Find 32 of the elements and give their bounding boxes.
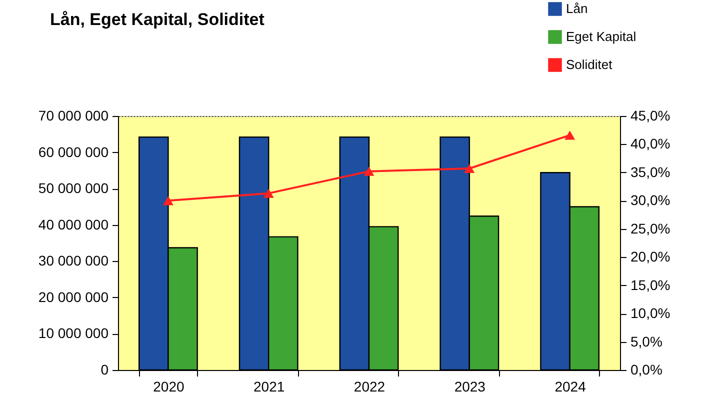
y-tick-label: 60 000 000 — [38, 144, 109, 160]
y2-tick-label: 10,0% — [630, 305, 670, 322]
x-tick-label: 2020 — [153, 378, 184, 394]
legend-label: Soliditet — [566, 57, 613, 72]
x-tick-label: 2022 — [354, 378, 386, 394]
x-tick-label: 2023 — [454, 378, 486, 394]
point — [263, 188, 274, 198]
y2-tick-label: 25,0% — [630, 220, 670, 236]
point — [564, 130, 576, 140]
point — [364, 166, 374, 176]
x-tick-label: 2024 — [554, 378, 586, 394]
y2-tick-label: 5,0% — [630, 333, 662, 350]
y-tick-label: 0 — [100, 362, 109, 378]
y2-tick-label: 20,0% — [630, 248, 670, 265]
y-tick-label: 10 000 000 — [38, 325, 109, 342]
chart-title: Lån, Eget Kapital, Soliditet — [50, 10, 264, 30]
y-tick-label: 40 000 000 — [38, 216, 109, 232]
y2-tick-label: 0,0% — [630, 362, 662, 378]
y-tick-label: 20 000 000 — [38, 288, 109, 305]
y2-tick-label: 45,0% — [630, 108, 670, 124]
x-tick-label: 2021 — [254, 378, 285, 394]
y2-tick-label: 35,0% — [630, 164, 670, 180]
y-tick-label: 30 000 000 — [38, 252, 109, 269]
y2-tick-label: 30,0% — [630, 192, 670, 208]
y2-tick-label: 40,0% — [630, 136, 670, 152]
legend-label: Eget Kapital — [566, 29, 636, 44]
y-tick-label: 50 000 000 — [38, 180, 109, 196]
point — [464, 164, 475, 174]
point — [162, 196, 174, 206]
legend-label: Lån — [566, 1, 588, 16]
y2-tick-label: 15,0% — [630, 276, 670, 293]
y-tick-label: 70 000 000 — [38, 108, 109, 124]
